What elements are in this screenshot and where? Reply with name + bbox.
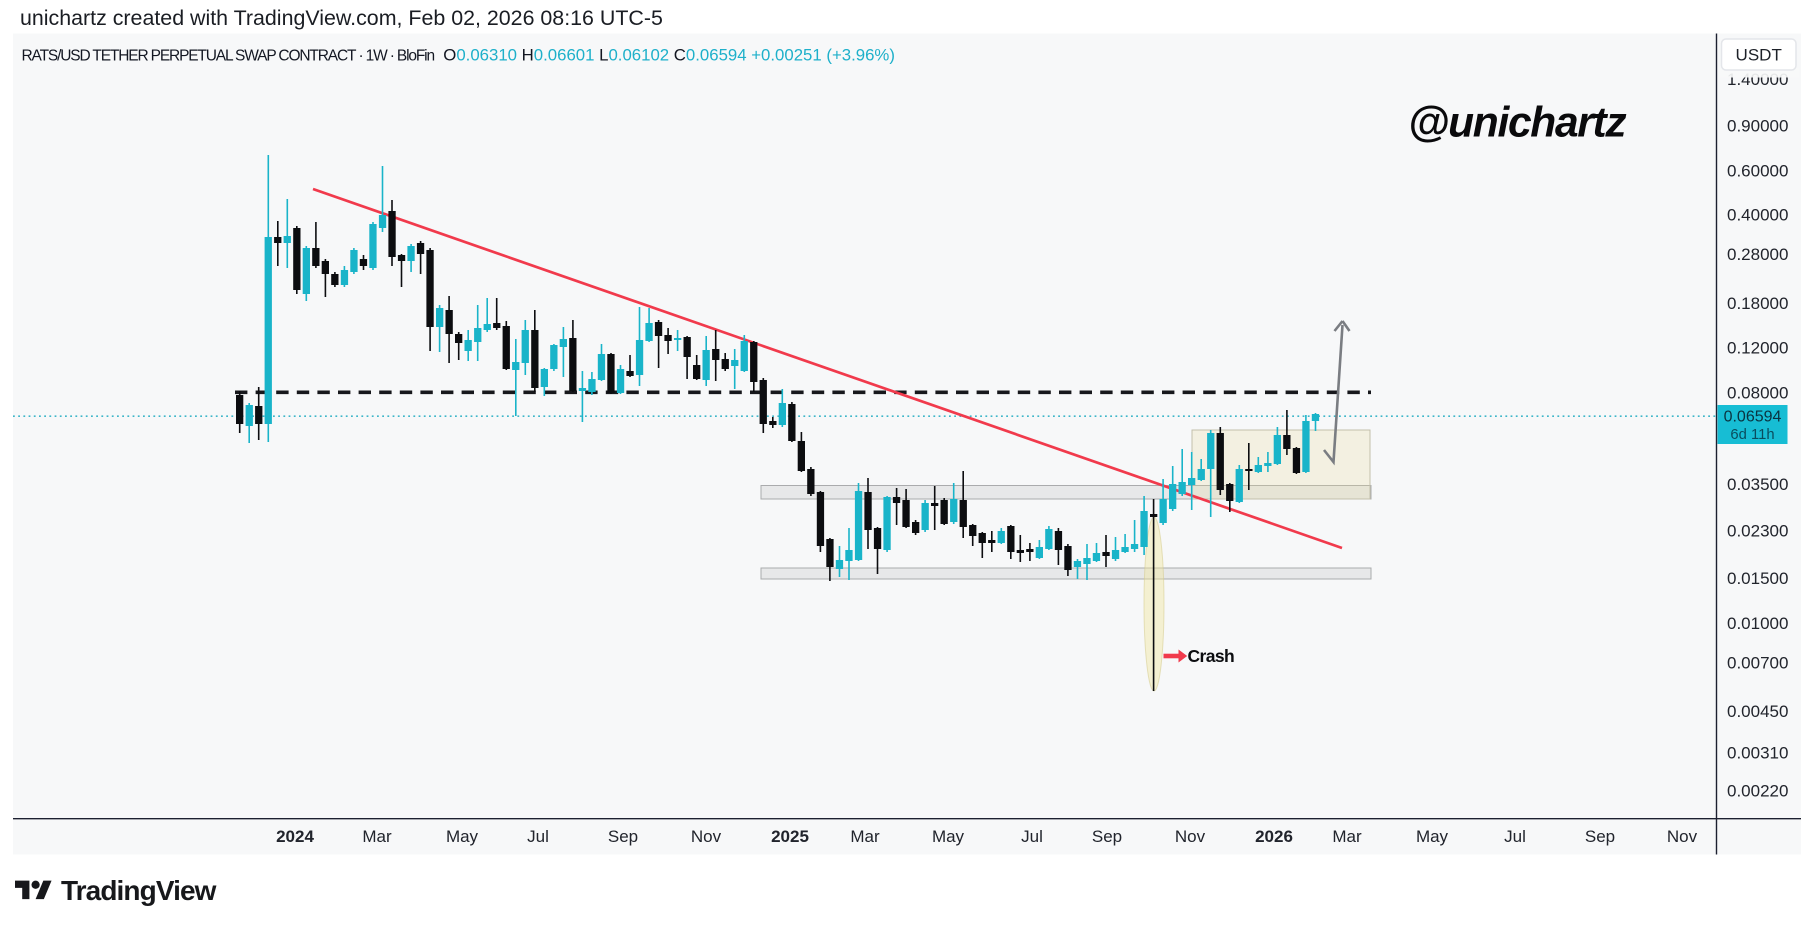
svg-text:May: May <box>932 827 965 846</box>
svg-text:May: May <box>446 827 479 846</box>
svg-text:Nov: Nov <box>1667 827 1698 846</box>
svg-text:0.00700: 0.00700 <box>1727 653 1788 672</box>
svg-text:Nov: Nov <box>1175 827 1206 846</box>
svg-text:2026: 2026 <box>1255 827 1293 846</box>
svg-text:0.01000: 0.01000 <box>1727 614 1788 633</box>
svg-text:Jul: Jul <box>1504 827 1526 846</box>
svg-text:0.02300: 0.02300 <box>1727 522 1788 541</box>
svg-text:Nov: Nov <box>691 827 722 846</box>
svg-text:Mar: Mar <box>362 827 392 846</box>
svg-text:2024: 2024 <box>276 827 314 846</box>
svg-text:0.40000: 0.40000 <box>1727 206 1788 225</box>
svg-text:0.08000: 0.08000 <box>1727 383 1788 402</box>
svg-text:Mar: Mar <box>850 827 880 846</box>
svg-text:2025: 2025 <box>771 827 809 846</box>
svg-text:0.18000: 0.18000 <box>1727 294 1788 313</box>
svg-text:0.00220: 0.00220 <box>1727 782 1788 801</box>
svg-text:unichartz created with Trading: unichartz created with TradingView.com, … <box>20 6 663 30</box>
svg-text:0.00310: 0.00310 <box>1727 744 1788 763</box>
svg-text:Mar: Mar <box>1332 827 1362 846</box>
svg-text:@unichartz: @unichartz <box>1408 100 1626 147</box>
svg-text:USDT: USDT <box>1736 46 1782 65</box>
svg-text:Jul: Jul <box>527 827 549 846</box>
svg-text:Sep: Sep <box>1585 827 1615 846</box>
svg-text:0.90000: 0.90000 <box>1727 116 1788 135</box>
svg-text:Sep: Sep <box>1092 827 1122 846</box>
svg-text:May: May <box>1416 827 1449 846</box>
svg-text:0.03500: 0.03500 <box>1727 475 1788 494</box>
svg-text:0.06594: 0.06594 <box>1724 409 1782 426</box>
svg-text:RATS/USD TETHER PERPETUAL SWAP: RATS/USD TETHER PERPETUAL SWAP CONTRACT … <box>22 46 895 65</box>
svg-text:0.00450: 0.00450 <box>1727 702 1788 721</box>
svg-text:TradingView: TradingView <box>61 875 217 906</box>
svg-text:6d 11h: 6d 11h <box>1730 427 1774 443</box>
svg-text:Sep: Sep <box>608 827 638 846</box>
svg-text:Jul: Jul <box>1021 827 1043 846</box>
svg-text:Crash: Crash <box>1188 646 1235 666</box>
svg-text:0.01500: 0.01500 <box>1727 569 1788 588</box>
svg-text:0.60000: 0.60000 <box>1727 161 1788 180</box>
svg-text:0.12000: 0.12000 <box>1727 339 1788 358</box>
svg-text:0.28000: 0.28000 <box>1727 245 1788 264</box>
